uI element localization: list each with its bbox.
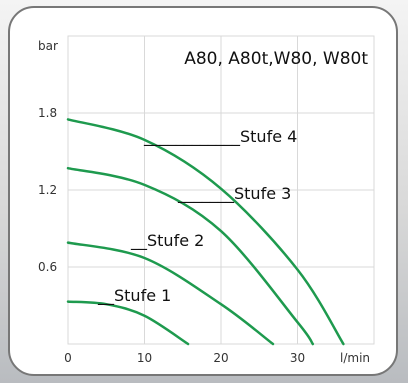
series-line-stufe-1 [66,300,190,346]
annotation-stufe-2: __Stufe 2 [130,231,204,251]
y-tick-label: 0.6 [38,260,57,274]
chart-title: A80, A80t,W80, W80t [184,49,368,69]
series-line-stufe-2 [66,241,275,346]
x-tick-label: 0 [64,351,72,365]
x-tick-label: 10 [137,351,152,365]
annotation-stufe-1: __Stufe 1 [97,286,171,306]
chart-card [8,6,398,376]
labels: 0 10 20 30 0.6 1.2 1.8 ____________Stufe 4 _____… [38,106,305,365]
x-tick-label: 30 [290,351,305,365]
y-tick-label: 1.8 [38,106,57,120]
annotation-stufe-4: ____________Stufe 4 [143,127,297,147]
series-line-stufe-4 [66,118,345,346]
y-axis-label: bar [38,39,58,53]
series-line-stufe-3 [66,166,315,346]
x-tick-label: 20 [213,351,228,365]
x-axis-label: l/min [340,351,370,365]
curves [66,118,345,346]
y-tick-label: 1.2 [38,183,57,197]
annotation-stufe-3: _______Stufe 3 [177,184,291,204]
